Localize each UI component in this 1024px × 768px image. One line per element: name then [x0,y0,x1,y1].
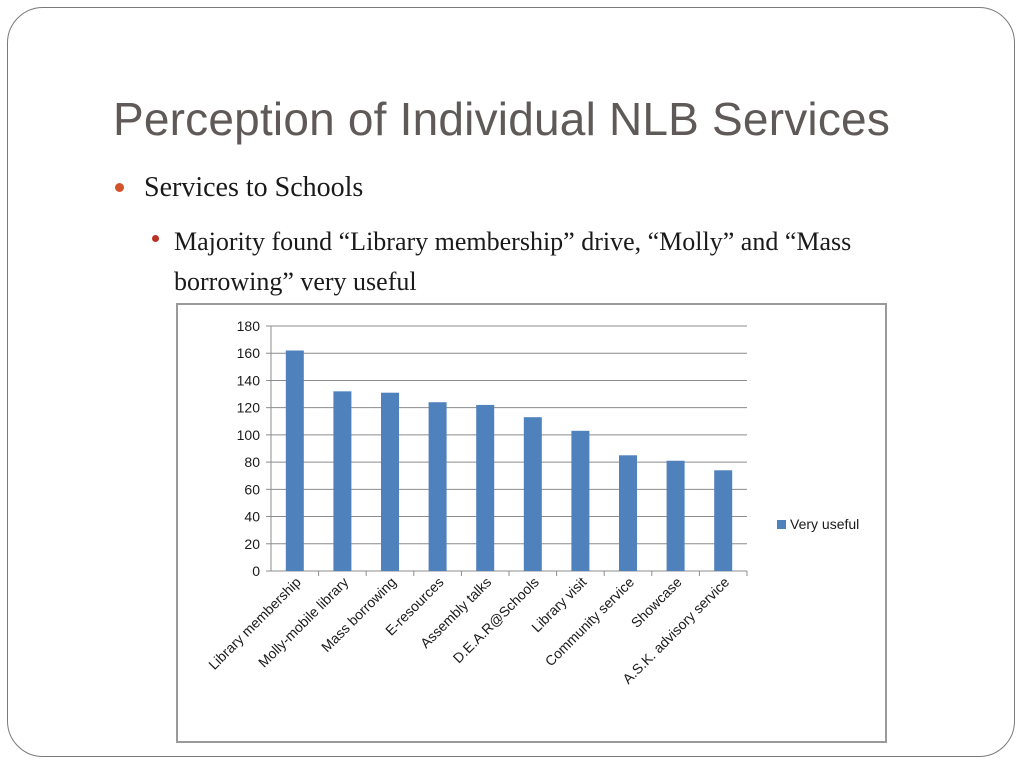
bar [333,391,352,571]
bar [523,417,542,571]
bullet-level-2-text: Majority found “Library membership” driv… [174,227,852,296]
y-tick-label: 160 [237,345,261,361]
x-tick-label: Community service [542,574,638,670]
bar [619,455,637,571]
bar [381,392,399,571]
y-tick-label: 180 [237,318,261,334]
bar [428,402,447,571]
y-tick-label: 20 [244,536,260,552]
bullet-level-1-text: Services to Schools [144,172,364,203]
x-tick-label: Library membership [205,574,304,673]
bar-chart: 0 20 40 60 80 100 120 140 160 180 Library membersh… [205,318,859,687]
chart-container: 0 20 40 60 80 100 120 140 160 180 Library membersh… [176,303,887,743]
y-tick-label: 120 [237,400,261,416]
y-tick-label: 0 [252,563,260,579]
bullet-dot-icon [115,183,124,192]
y-tick-label: 140 [237,372,261,388]
y-tick-label: 80 [244,454,260,470]
y-tick-label: 40 [244,509,260,525]
x-tick-label: D.E.A.R@Schools [450,574,542,666]
bar [285,350,304,571]
bar [571,430,590,571]
y-tick-label: 60 [244,481,260,497]
x-tick-label: Molly-mobile library [255,574,352,671]
slide-title: Perception of Individual NLB Services [113,93,891,145]
bullet-dot-icon [152,235,159,242]
bar [666,460,685,571]
legend-label: Very useful [790,516,859,532]
y-tick-label: 100 [237,427,261,443]
bar [714,470,733,571]
legend-swatch [777,520,786,529]
bar [476,404,495,571]
